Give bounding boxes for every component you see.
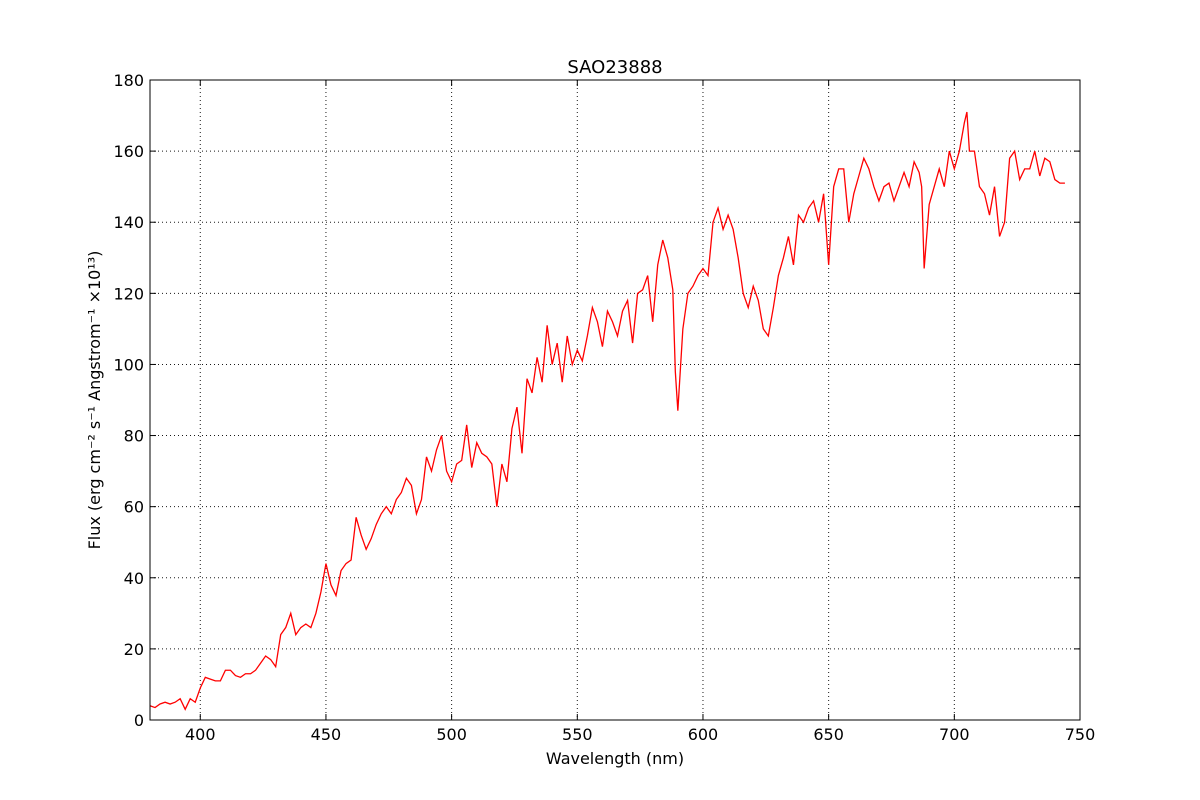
y-tick-label: 100: [113, 355, 144, 374]
x-tick-label: 450: [311, 725, 342, 744]
y-tick-label: 80: [124, 427, 144, 446]
plot-frame: [149, 79, 1081, 721]
x-tick-label: 750: [1065, 725, 1096, 744]
series-layer: [149, 111, 1065, 711]
x-tick-label: 500: [436, 725, 467, 744]
x-tick-label: 650: [813, 725, 844, 744]
plot-background: [150, 80, 1080, 720]
ticks: [150, 79, 1081, 721]
x-tick-labels: 400 450 500 550 600 650 700 750: [185, 725, 1095, 744]
chart-title: SAO23888: [567, 57, 662, 78]
x-axis-label: Wavelength (nm): [546, 749, 684, 768]
x-tick-label: 400: [185, 725, 216, 744]
y-tick-labels: 0 20 40 60 80 100 120 140 160 180: [113, 71, 144, 730]
x-tick-label: 600: [688, 725, 719, 744]
series-line-0: [149, 111, 1065, 711]
y-tick-label: 0: [134, 711, 144, 730]
x-tick-label: 550: [562, 725, 593, 744]
y-tick-label: 160: [113, 142, 144, 161]
y-tick-label: 140: [113, 213, 144, 232]
y-tick-label: 40: [124, 569, 144, 588]
y-tick-label: 180: [113, 71, 144, 90]
y-tick-label: 20: [124, 640, 144, 659]
y-tick-label: 120: [113, 284, 144, 303]
y-axis-label: Flux (erg cm⁻² s⁻¹ Angstrom⁻¹ ×10¹³): [85, 251, 104, 550]
x-tick-label: 700: [939, 725, 970, 744]
y-tick-label: 60: [124, 498, 144, 517]
